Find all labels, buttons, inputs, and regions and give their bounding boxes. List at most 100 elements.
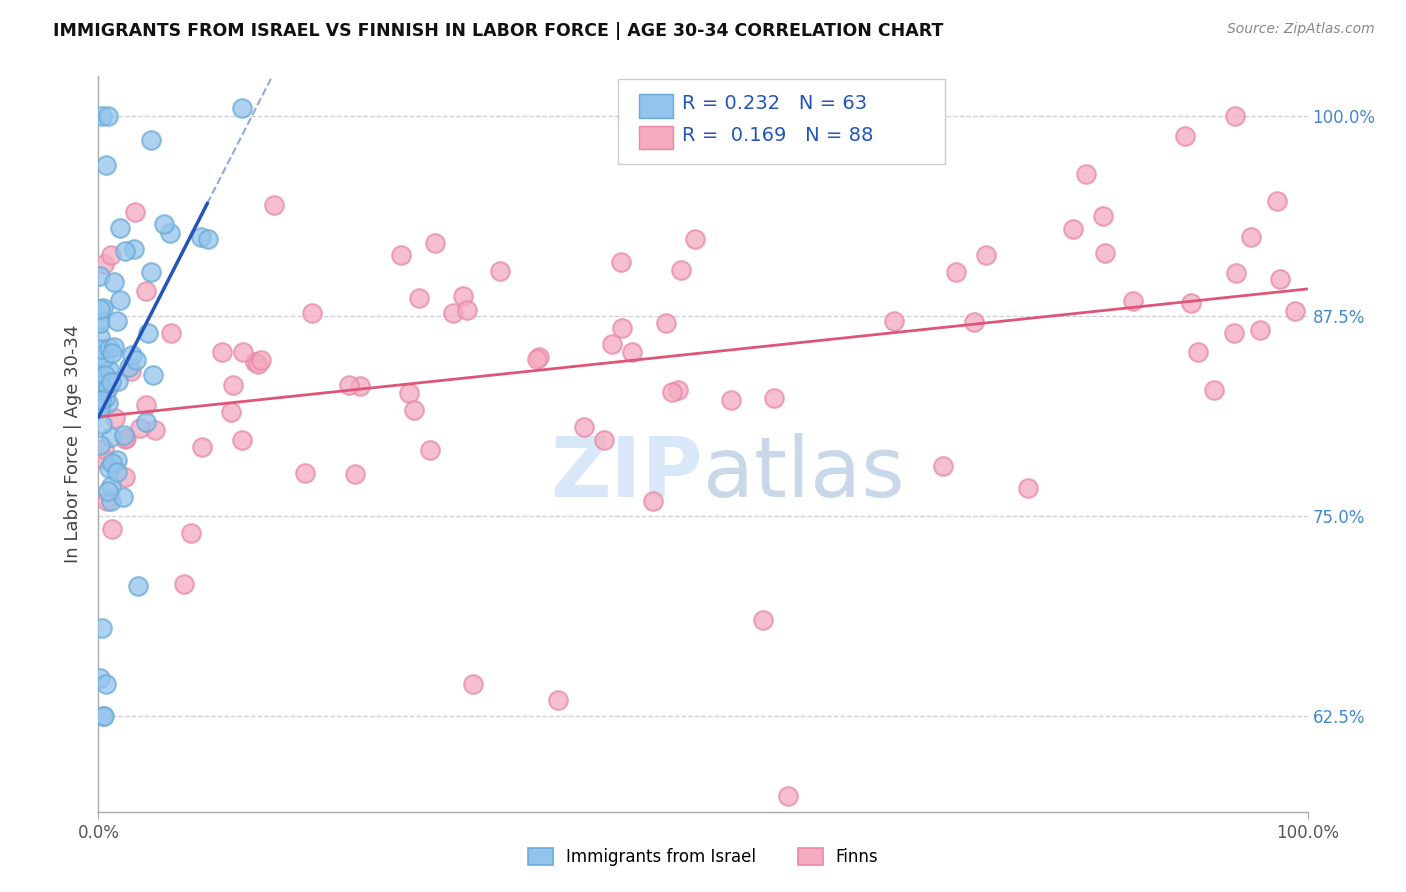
Point xyxy=(180,525,202,540)
Point xyxy=(572,420,595,434)
Point xyxy=(1268,271,1291,285)
Text: R = 0.232   N = 63: R = 0.232 N = 63 xyxy=(682,95,868,113)
Point xyxy=(211,345,233,359)
Point xyxy=(423,235,446,250)
Point xyxy=(343,467,366,482)
Point xyxy=(1122,294,1144,309)
Point xyxy=(89,330,111,344)
Point xyxy=(612,321,634,335)
Point xyxy=(349,379,371,393)
Point xyxy=(1092,209,1115,223)
Point xyxy=(125,353,148,368)
Point xyxy=(93,442,115,457)
Point xyxy=(661,385,683,400)
Point xyxy=(135,399,157,413)
Point xyxy=(89,301,111,316)
Point xyxy=(153,217,176,231)
Point xyxy=(97,483,120,498)
Point xyxy=(231,101,253,115)
Point xyxy=(402,403,425,417)
Point xyxy=(685,232,707,246)
Point xyxy=(602,336,624,351)
Point xyxy=(93,392,115,406)
Point xyxy=(621,344,644,359)
Point xyxy=(1284,303,1306,318)
FancyBboxPatch shape xyxy=(638,95,673,118)
Point xyxy=(103,340,125,354)
Point xyxy=(100,493,122,508)
Point xyxy=(191,440,214,454)
Point xyxy=(89,438,111,452)
FancyBboxPatch shape xyxy=(619,79,945,164)
Point xyxy=(93,708,115,723)
Point xyxy=(526,352,548,367)
Point xyxy=(94,368,117,383)
Point xyxy=(419,442,441,457)
Point xyxy=(456,302,478,317)
Point xyxy=(529,350,551,364)
Point xyxy=(135,415,157,429)
Point xyxy=(101,522,124,536)
Point xyxy=(1187,344,1209,359)
Point xyxy=(231,433,253,447)
Point xyxy=(441,306,464,320)
Point xyxy=(139,133,162,147)
Point xyxy=(139,265,162,279)
Point xyxy=(776,789,799,803)
Point xyxy=(669,262,692,277)
Point xyxy=(114,432,136,446)
Point xyxy=(89,312,111,326)
Point xyxy=(389,248,412,262)
Point xyxy=(1094,246,1116,260)
Point xyxy=(101,345,124,359)
Point xyxy=(408,291,430,305)
Point xyxy=(96,158,118,172)
Point xyxy=(89,397,111,411)
Point xyxy=(122,242,145,256)
Point xyxy=(97,395,120,409)
Point xyxy=(883,314,905,328)
Point xyxy=(1202,384,1225,398)
Point xyxy=(101,457,124,471)
Point xyxy=(1225,266,1247,280)
Point xyxy=(97,342,120,356)
Point xyxy=(135,285,157,299)
Point xyxy=(96,493,118,508)
Point xyxy=(136,326,159,341)
Point xyxy=(610,254,633,268)
Point xyxy=(90,342,112,356)
Point xyxy=(115,431,138,445)
Point xyxy=(143,423,166,437)
Point xyxy=(97,363,120,377)
Point xyxy=(245,355,267,369)
Point xyxy=(108,220,131,235)
Point xyxy=(100,248,122,262)
Point xyxy=(190,229,212,244)
Text: R =  0.169   N = 88: R = 0.169 N = 88 xyxy=(682,126,873,145)
Point xyxy=(100,430,122,444)
Point xyxy=(752,613,775,627)
Point xyxy=(301,305,323,319)
Text: Source: ZipAtlas.com: Source: ZipAtlas.com xyxy=(1227,22,1375,37)
Point xyxy=(1249,323,1271,337)
Point xyxy=(1074,167,1097,181)
Point xyxy=(593,433,616,447)
Point xyxy=(197,232,219,246)
Point xyxy=(294,466,316,480)
Point xyxy=(120,364,142,378)
Point xyxy=(94,677,117,691)
Point xyxy=(93,257,115,271)
Point xyxy=(219,405,242,419)
Point xyxy=(945,265,967,279)
Point xyxy=(111,490,134,504)
Point xyxy=(250,352,273,367)
Point xyxy=(107,374,129,388)
Point xyxy=(142,368,165,382)
Point xyxy=(89,359,111,373)
Point xyxy=(451,289,474,303)
Point xyxy=(124,204,146,219)
Point xyxy=(91,378,114,392)
Point xyxy=(89,268,111,283)
Point xyxy=(93,351,115,366)
Point xyxy=(91,301,114,315)
